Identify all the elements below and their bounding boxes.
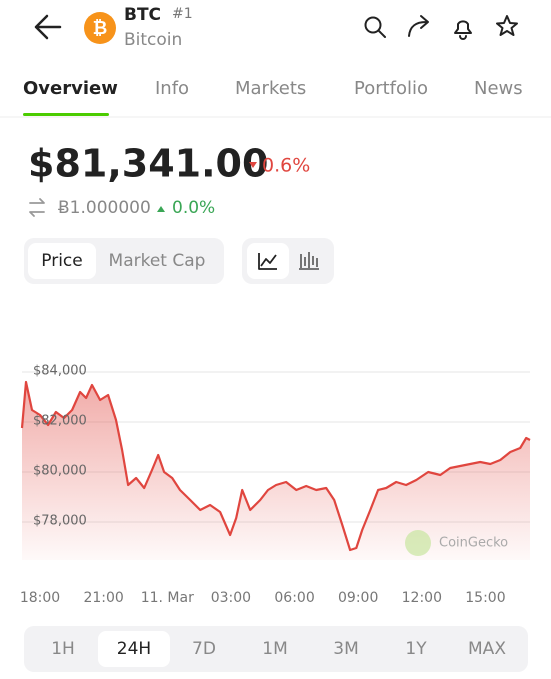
x-tick-label: 06:00 [274,590,314,606]
x-tick-label: 21:00 [83,590,123,606]
y-tick-label: $82,000 [33,414,87,429]
x-tick-label: 09:00 [338,590,378,606]
y-tick-label: $78,000 [33,514,87,529]
coin-icon [84,12,116,44]
range-option[interactable]: 24H [117,639,151,659]
tab[interactable]: Portfolio [354,78,428,99]
coin-icon-glyph: ₿ [93,18,108,39]
tab[interactable]: Info [155,78,189,99]
range-option[interactable]: 1M [262,639,287,659]
btc-price: Ƀ1.000000 [58,198,151,218]
toggle[interactable]: Market Cap [109,251,206,271]
up-arrow [157,206,165,212]
range-option[interactable]: 7D [192,639,216,659]
range-option[interactable]: 1Y [405,639,427,659]
rank: #1 [172,6,193,22]
back-button[interactable] [34,14,62,40]
range-selector: 1H 24H 7D 1M 3M 1Y MAX [51,639,506,659]
line-chart-button[interactable] [258,253,277,270]
alert-button[interactable] [454,20,472,40]
toggle-selected [28,243,96,279]
range-option[interactable]: MAX [468,639,506,659]
convert-icon [29,198,45,217]
price: $81,341.00 [28,142,268,186]
candle-chart-button[interactable] [299,252,319,270]
symbol: BTC [124,5,161,25]
tab[interactable]: Overview [23,78,118,99]
x-tick-label: 11. Mar [141,590,194,606]
price-area [22,382,530,560]
price-chart: $78,000 $80,000 $82,000 $84,000 18:00 21:00 11… [20,364,531,606]
price-change: 0.6% [262,155,310,177]
search-button[interactable] [364,16,386,38]
tab[interactable]: Markets [235,78,306,99]
x-tick-label: 15:00 [465,590,505,606]
tab[interactable]: News [474,78,523,99]
x-tick-label: 03:00 [211,590,251,606]
tab-underline [23,113,109,116]
share-button[interactable] [408,15,429,37]
down-arrow [249,162,257,168]
watermark: CoinGecko [439,536,508,551]
range-option[interactable]: 1H [51,639,75,659]
favorite-button[interactable] [496,15,518,36]
range-selected [98,631,170,667]
range-option[interactable]: 3M [333,639,358,659]
btc-change: 0.0% [172,198,215,218]
coin-name: Bitcoin [124,30,182,50]
x-tick-label: 18:00 [20,590,60,606]
y-tick-label: $84,000 [33,364,87,379]
price-line [20,380,531,552]
watermark-logo [405,530,431,556]
x-tick-label: 12:00 [402,590,442,606]
toggle[interactable]: Price [41,251,82,271]
y-tick-label: $80,000 [33,464,87,479]
